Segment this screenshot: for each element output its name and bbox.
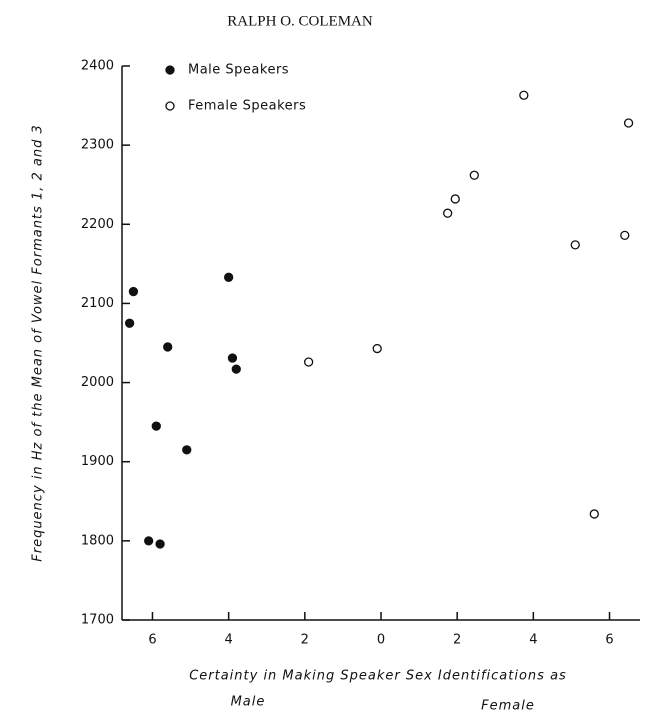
point [231,364,241,374]
point [620,230,630,241]
y-axis-label: Frequency in Hz of the Mean of Vowel For… [31,124,46,562]
x-axis-label: Certainty in Making Speaker Sex Identifi… [189,669,567,684]
legend-label: Male Speakers [188,63,289,78]
x-tick-label: 4 [529,633,537,648]
point [303,357,314,367]
x-tick-label: 0 [377,633,385,648]
y-tick-label: 2000 [81,375,114,390]
y-tick-label: 1900 [81,454,114,469]
x-tick-label: 4 [225,633,233,648]
y-tick-label: 2200 [81,217,114,232]
legend-marker [165,65,175,75]
point [155,539,165,549]
point [151,421,161,431]
y-tick-label: 2400 [81,59,114,74]
point [589,509,599,519]
point [128,286,139,297]
legend-label: Female Speakers [188,99,306,114]
point [519,90,529,100]
legend-marker [165,101,175,111]
point [227,353,238,363]
point [372,343,382,354]
x-tick-label: 6 [605,633,613,648]
point [450,194,460,204]
y-tick-label: 2300 [81,138,114,153]
point [469,170,479,180]
y-tick-label: 1700 [81,613,114,628]
point [144,536,154,546]
x-axis-label-male: Male [231,695,266,710]
point [163,342,173,352]
point [182,445,192,455]
point [623,118,634,128]
x-tick-label: 2 [453,633,461,648]
x-axis-label-female: Female [481,699,535,714]
point [443,208,453,218]
y-tick-label: 1800 [81,533,114,548]
point [223,272,234,282]
point [124,318,135,328]
y-tick-label: 2100 [81,296,114,311]
x-tick-label: 6 [148,633,156,648]
x-tick-label: 2 [301,633,309,648]
point [570,240,580,250]
header: RALPH O. COLEMAN [227,13,373,29]
